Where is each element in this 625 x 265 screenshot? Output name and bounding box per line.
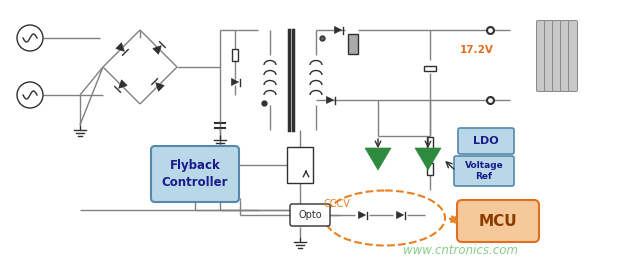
Polygon shape bbox=[365, 148, 391, 170]
Text: Opto: Opto bbox=[298, 210, 322, 220]
FancyBboxPatch shape bbox=[458, 128, 514, 154]
Text: 17.2V: 17.2V bbox=[460, 45, 494, 55]
FancyBboxPatch shape bbox=[544, 20, 554, 91]
Polygon shape bbox=[231, 78, 239, 86]
Polygon shape bbox=[334, 26, 341, 33]
Polygon shape bbox=[156, 83, 164, 91]
Polygon shape bbox=[153, 46, 161, 54]
FancyBboxPatch shape bbox=[552, 20, 561, 91]
Bar bbox=[424, 65, 436, 70]
FancyBboxPatch shape bbox=[454, 156, 514, 186]
Bar bbox=[427, 163, 433, 175]
Polygon shape bbox=[119, 80, 127, 88]
FancyBboxPatch shape bbox=[561, 20, 569, 91]
Text: www.cntronics.com: www.cntronics.com bbox=[402, 244, 518, 257]
Polygon shape bbox=[359, 211, 366, 219]
FancyBboxPatch shape bbox=[290, 204, 330, 226]
FancyBboxPatch shape bbox=[151, 146, 239, 202]
Bar bbox=[427, 137, 433, 149]
Text: Voltage
Ref: Voltage Ref bbox=[464, 161, 503, 181]
Bar bbox=[287, 147, 313, 183]
Bar bbox=[232, 49, 238, 61]
Polygon shape bbox=[415, 148, 441, 170]
Text: Flyback
Controller: Flyback Controller bbox=[162, 160, 228, 188]
Bar bbox=[294, 219, 306, 224]
Polygon shape bbox=[326, 96, 334, 104]
Text: CCCV: CCCV bbox=[324, 199, 351, 209]
Bar bbox=[348, 34, 358, 54]
FancyBboxPatch shape bbox=[569, 20, 578, 91]
FancyBboxPatch shape bbox=[457, 200, 539, 242]
FancyBboxPatch shape bbox=[536, 20, 546, 91]
Text: LDO: LDO bbox=[473, 136, 499, 146]
Polygon shape bbox=[116, 43, 124, 51]
Text: MCU: MCU bbox=[479, 214, 518, 228]
Polygon shape bbox=[396, 211, 404, 219]
